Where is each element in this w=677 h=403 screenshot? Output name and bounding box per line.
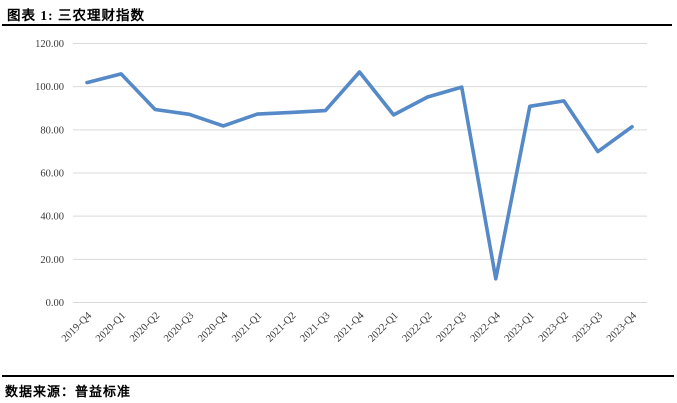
- y-axis-tick-label: 20.00: [40, 255, 64, 266]
- x-axis-tick-label: 2020-Q1: [94, 310, 128, 344]
- bottom-rule: [2, 375, 674, 377]
- data-source-note: 数据来源：普益标准: [5, 384, 132, 399]
- x-axis-tick-label: 2021-Q2: [264, 310, 298, 344]
- top-rule: [2, 24, 672, 26]
- x-axis-tick-label: 2021-Q1: [230, 310, 264, 344]
- index-line-series: [85, 70, 634, 281]
- y-axis-tick-label: 60.00: [40, 169, 64, 180]
- x-axis-tick-label: 2021-Q4: [332, 310, 367, 345]
- x-axis-tick-label: 2019-Q4: [60, 310, 95, 345]
- x-axis-tick-label: 2022-Q1: [366, 310, 400, 344]
- x-axis-tick-label: 2022-Q3: [435, 310, 469, 344]
- x-axis-tick-label: 2023-Q2: [537, 310, 571, 344]
- y-axis-tick-label: 0.00: [46, 298, 64, 309]
- x-axis-tick-label: 2020-Q2: [128, 310, 162, 344]
- x-axis-tick-label: 2022-Q4: [469, 310, 504, 345]
- x-axis-tick-label: 2023-Q3: [571, 310, 605, 344]
- x-axis-tick-label: 2020-Q3: [162, 310, 196, 344]
- x-axis-tick-label: 2022-Q2: [401, 310, 435, 344]
- x-axis-tick-label: 2023-Q4: [605, 310, 640, 345]
- x-axis-tick-label: 2023-Q1: [503, 310, 537, 344]
- y-axis-tick-label: 120.00: [35, 39, 64, 50]
- y-axis-tick-label: 80.00: [40, 125, 64, 136]
- x-axis-tick-label: 2020-Q4: [196, 310, 231, 345]
- y-axis-tick-label: 40.00: [40, 212, 64, 223]
- y-axis-tick-label: 100.00: [35, 82, 64, 93]
- chart-caption: 图表 1: 三农理财指数: [7, 8, 145, 23]
- x-axis-tick-label: 2021-Q3: [298, 310, 332, 344]
